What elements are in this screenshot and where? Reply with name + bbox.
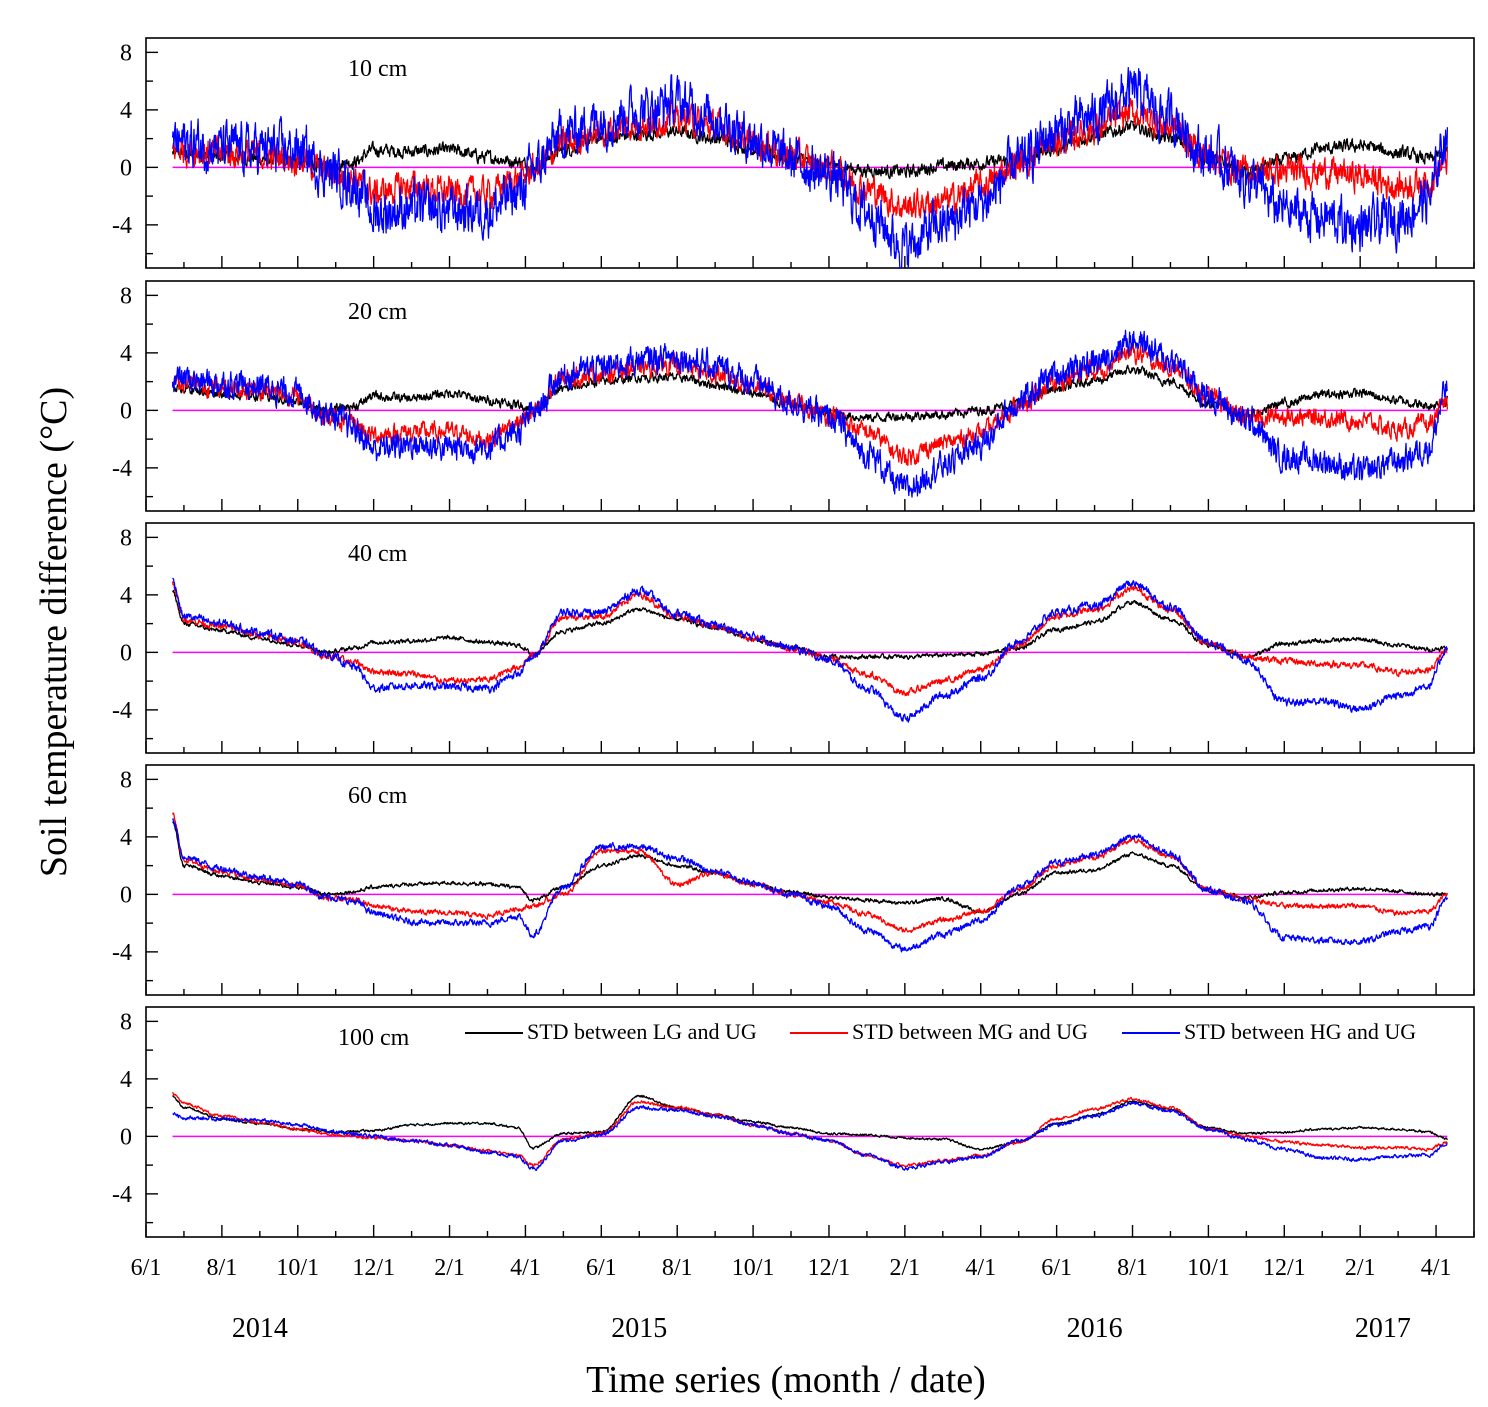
x-tick-label: 10/1 — [276, 1255, 319, 1281]
y-tick-label: 0 — [120, 155, 132, 181]
y-tick-label: 8 — [120, 283, 132, 309]
x-tick-label: 6/1 — [1041, 1255, 1072, 1281]
y-tick-label: -4 — [112, 456, 132, 482]
legend: STD between LG and UG STD between MG and … — [465, 1019, 1416, 1044]
series-line-mg — [171, 96, 1449, 219]
y-tick-label: 8 — [120, 767, 132, 793]
y-axis-title: Soil temperature difference (°C) — [33, 387, 75, 877]
x-axis: 6/1 8/1 10/1 12/1 2/1 4/1 6/1 8/1 10/1 12/1 2/1 4/1… — [131, 1255, 1452, 1344]
series-line-hg — [172, 818, 1449, 953]
depth-label: 20 cm — [348, 299, 408, 325]
x-tick-label: 2/1 — [890, 1255, 921, 1281]
panel-frame — [145, 764, 1475, 996]
y-tick-label: 0 — [120, 1124, 132, 1150]
panel-frame — [145, 1006, 1475, 1238]
legend-label: STD between MG and UG — [852, 1019, 1088, 1044]
x-tick-label: 8/1 — [662, 1255, 693, 1281]
y-tick-label: -4 — [112, 213, 132, 239]
series-line-mg — [171, 581, 1449, 697]
y-tick-label: 4 — [120, 583, 132, 609]
y-tick-label: 0 — [120, 398, 132, 424]
series-line-hg — [172, 577, 1448, 723]
panels-layer: 8 4 0 -4 10 cm 8 4 0 -4 20 cm 8 4 0 -4 40 cm 8 4 0 -4 60 cm… — [112, 37, 1475, 1238]
series-line-lg — [172, 1094, 1448, 1151]
y-tick-label: 4 — [120, 1067, 132, 1093]
y-tick-label: 8 — [120, 1009, 132, 1035]
panel-20cm: 8 4 0 -4 20 cm — [112, 280, 1475, 512]
depth-label: 40 cm — [348, 541, 408, 567]
year-label: 2015 — [611, 1313, 667, 1344]
depth-label: 60 cm — [348, 783, 408, 809]
panel-frame — [145, 37, 1475, 269]
x-tick-label: 10/1 — [732, 1255, 775, 1281]
panel-frame — [145, 522, 1475, 754]
x-tick-label: 6/1 — [586, 1255, 617, 1281]
year-label: 2017 — [1355, 1313, 1411, 1344]
panel-60cm: 8 4 0 -4 60 cm — [112, 764, 1475, 996]
series-line-lg — [172, 589, 1449, 661]
panel-frame — [145, 280, 1475, 512]
year-label: 2016 — [1067, 1313, 1123, 1344]
x-tick-label: 10/1 — [1187, 1255, 1230, 1281]
y-tick-label: 8 — [120, 40, 132, 66]
x-tick-label: 8/1 — [207, 1255, 238, 1281]
x-tick-label: 4/1 — [965, 1255, 996, 1281]
y-tick-label: -4 — [112, 1182, 132, 1208]
year-label: 2014 — [232, 1313, 288, 1344]
x-tick-label: 12/1 — [1263, 1255, 1306, 1281]
y-tick-label: 4 — [120, 341, 132, 367]
series-line-hg — [171, 67, 1449, 268]
x-tick-label: 12/1 — [352, 1255, 395, 1281]
y-tick-label: -4 — [112, 698, 132, 724]
panel-10cm: 8 4 0 -4 10 cm — [112, 37, 1475, 269]
x-tick-label: 8/1 — [1117, 1255, 1148, 1281]
x-tick-label: 2/1 — [1345, 1255, 1376, 1281]
panel-40cm: 8 4 0 -4 40 cm — [112, 522, 1475, 754]
series-line-mg — [171, 812, 1448, 933]
series-line-hg — [172, 1101, 1448, 1171]
y-tick-label: 4 — [120, 98, 132, 124]
y-tick-label: 4 — [120, 825, 132, 851]
legend-label: STD between LG and UG — [527, 1019, 757, 1044]
x-tick-label: 12/1 — [808, 1255, 851, 1281]
y-tick-label: 0 — [120, 640, 132, 666]
panel-100cm: 8 4 0 -4 100 cm — [112, 1006, 1475, 1238]
series-line-hg — [171, 329, 1449, 498]
x-tick-label: 6/1 — [131, 1255, 162, 1281]
x-tick-label: 2/1 — [434, 1255, 465, 1281]
x-tick-label: 4/1 — [1421, 1255, 1452, 1281]
depth-label: 10 cm — [348, 56, 408, 82]
y-tick-label: 8 — [120, 525, 132, 551]
y-tick-label: 0 — [120, 882, 132, 908]
depth-label: 100 cm — [338, 1025, 410, 1051]
x-axis-title: Time series (month / date) — [586, 1359, 986, 1401]
y-tick-label: -4 — [112, 940, 132, 966]
legend-label: STD between HG and UG — [1184, 1019, 1416, 1044]
x-tick-label: 4/1 — [510, 1255, 541, 1281]
